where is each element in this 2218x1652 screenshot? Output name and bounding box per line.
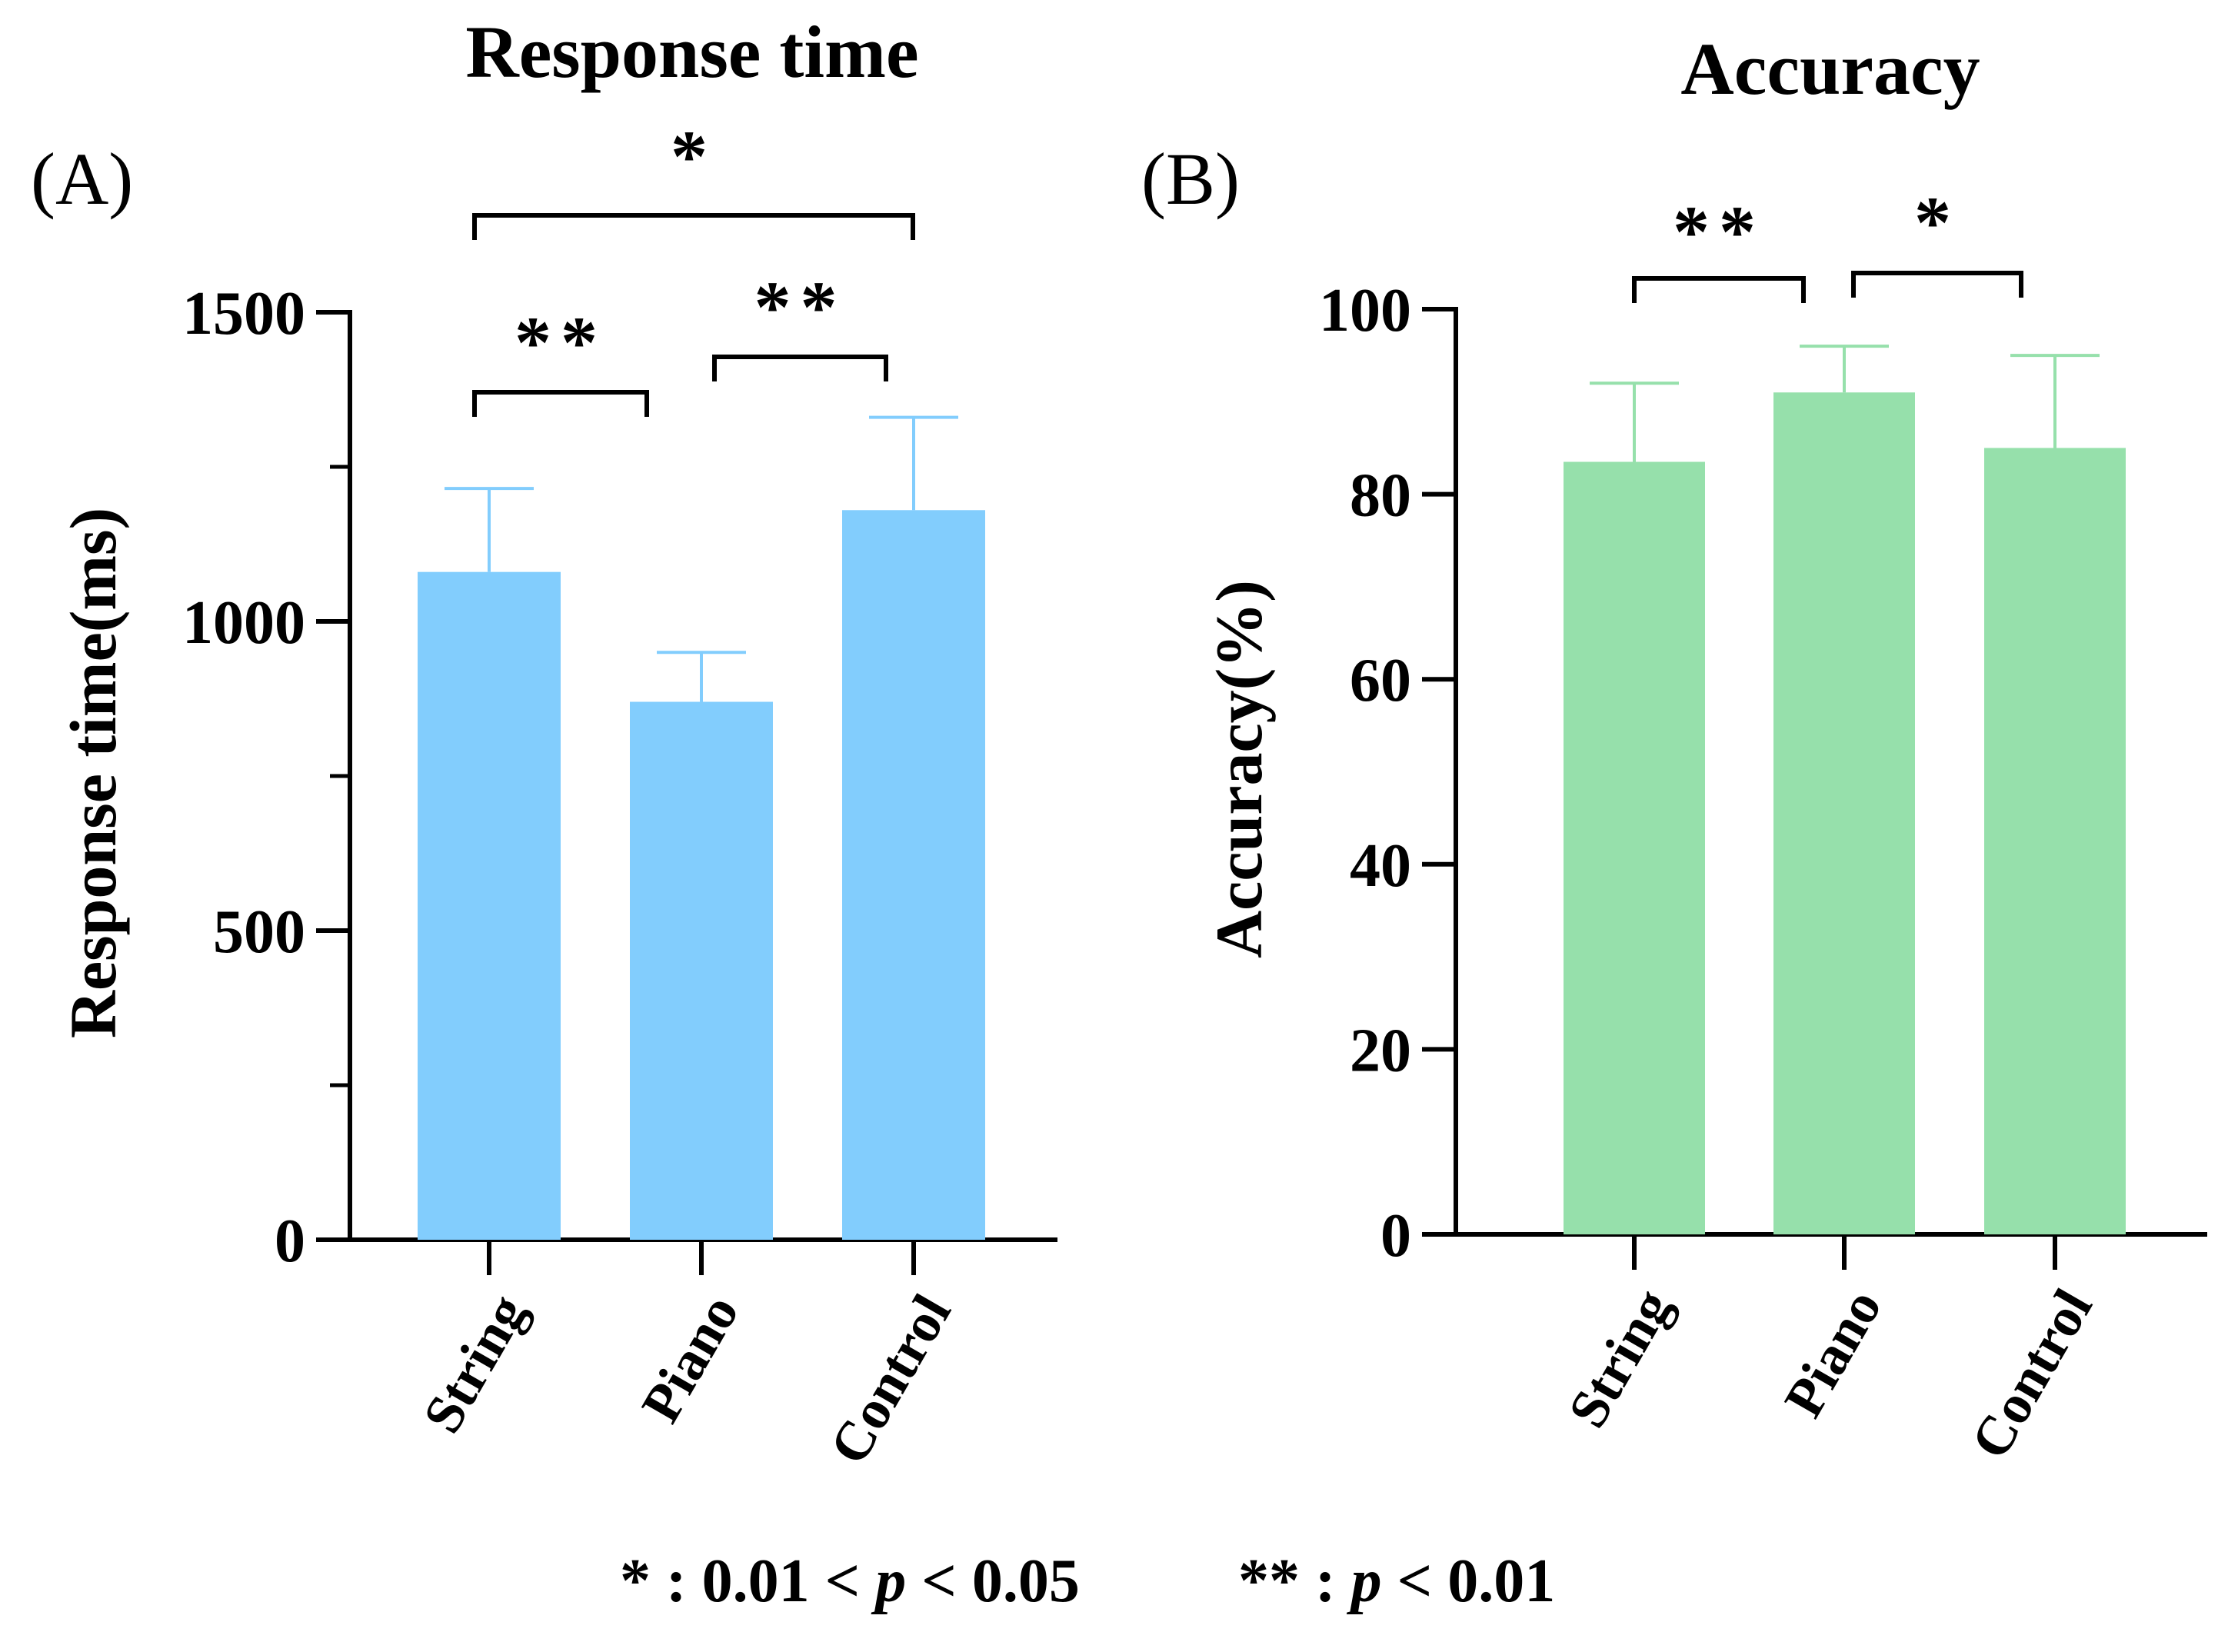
chart-a-significance-label: ** (515, 301, 607, 384)
chart-b-significance-bracket (1632, 276, 1806, 303)
footnote-single-star-p: p (871, 1547, 906, 1615)
chart-a-significance-bracket (472, 390, 649, 417)
chart-a-y-tick-label: 1500 (182, 280, 305, 348)
chart-b-bar-string (1564, 461, 1705, 1234)
footnote-single-star-prefix: * : 0.01 < (620, 1547, 875, 1615)
chart-a-significance-label: ** (754, 266, 847, 348)
chart-a-y-tick-label: 0 (275, 1207, 305, 1275)
chart-b-significance-bracket (1851, 271, 2023, 298)
chart-a-significance-label: * (671, 115, 717, 198)
chart-b-y-tick-label: 20 (1350, 1017, 1411, 1084)
chart-a-significance-bracket (712, 355, 888, 381)
chart-b-significance-label: ** (1673, 191, 1765, 273)
chart-b-bar-piano (1773, 392, 1915, 1234)
chart-b-y-axis-label: Accuracy(%) (1202, 580, 1276, 958)
chart-b-significance-label: * (1914, 182, 1960, 264)
chart-b-y-tick-label: 60 (1350, 647, 1411, 714)
chart-a-category-label-control: Control (818, 1284, 963, 1474)
chart-b-y-tick-label: 40 (1350, 832, 1411, 900)
chart-a-y-axis-label: Response time(ms) (56, 508, 130, 1038)
chart-b-category-label-piano: Piano (1773, 1279, 1893, 1427)
chart-a-bar-control (842, 510, 985, 1240)
chart-a-panel-label: (A) (31, 138, 133, 220)
chart-b-panel-label: (B) (1141, 138, 1240, 220)
footnote-double-star-suffix: < 0.01 (1382, 1547, 1556, 1615)
chart-a-y-tick-label: 500 (213, 898, 305, 966)
chart-a-category-label-string: String (411, 1284, 538, 1443)
footnote-double-star-p: p (1347, 1547, 1382, 1615)
chart-b-title: Accuracy (1680, 28, 1980, 110)
footnote-double-star: ** : p < 0.01 (1238, 1547, 1555, 1615)
chart-b-category-label-string: String (1557, 1279, 1683, 1437)
chart-a-y-tick-label: 1000 (182, 589, 305, 657)
chart-b-y-tick-label: 0 (1380, 1202, 1411, 1270)
chart-b-y-tick-label: 80 (1350, 462, 1411, 530)
chart-a-bar-string (418, 571, 561, 1240)
footnote-single-star: * : 0.01 < p < 0.05 (620, 1547, 1080, 1615)
footnote-double-star-prefix: ** : (1238, 1547, 1351, 1615)
footnote-single-star-suffix: < 0.05 (906, 1547, 1080, 1615)
chart-a-significance-bracket (472, 213, 915, 240)
chart-b-y-tick-label: 100 (1319, 277, 1411, 345)
chart-a-bar-piano (630, 701, 773, 1240)
chart-a-category-label-piano: Piano (630, 1284, 751, 1432)
chart-a-title: Response time (465, 11, 918, 93)
chart-b-bar-control (1984, 448, 2126, 1234)
chart-b-category-label-control: Control (1959, 1279, 2104, 1469)
